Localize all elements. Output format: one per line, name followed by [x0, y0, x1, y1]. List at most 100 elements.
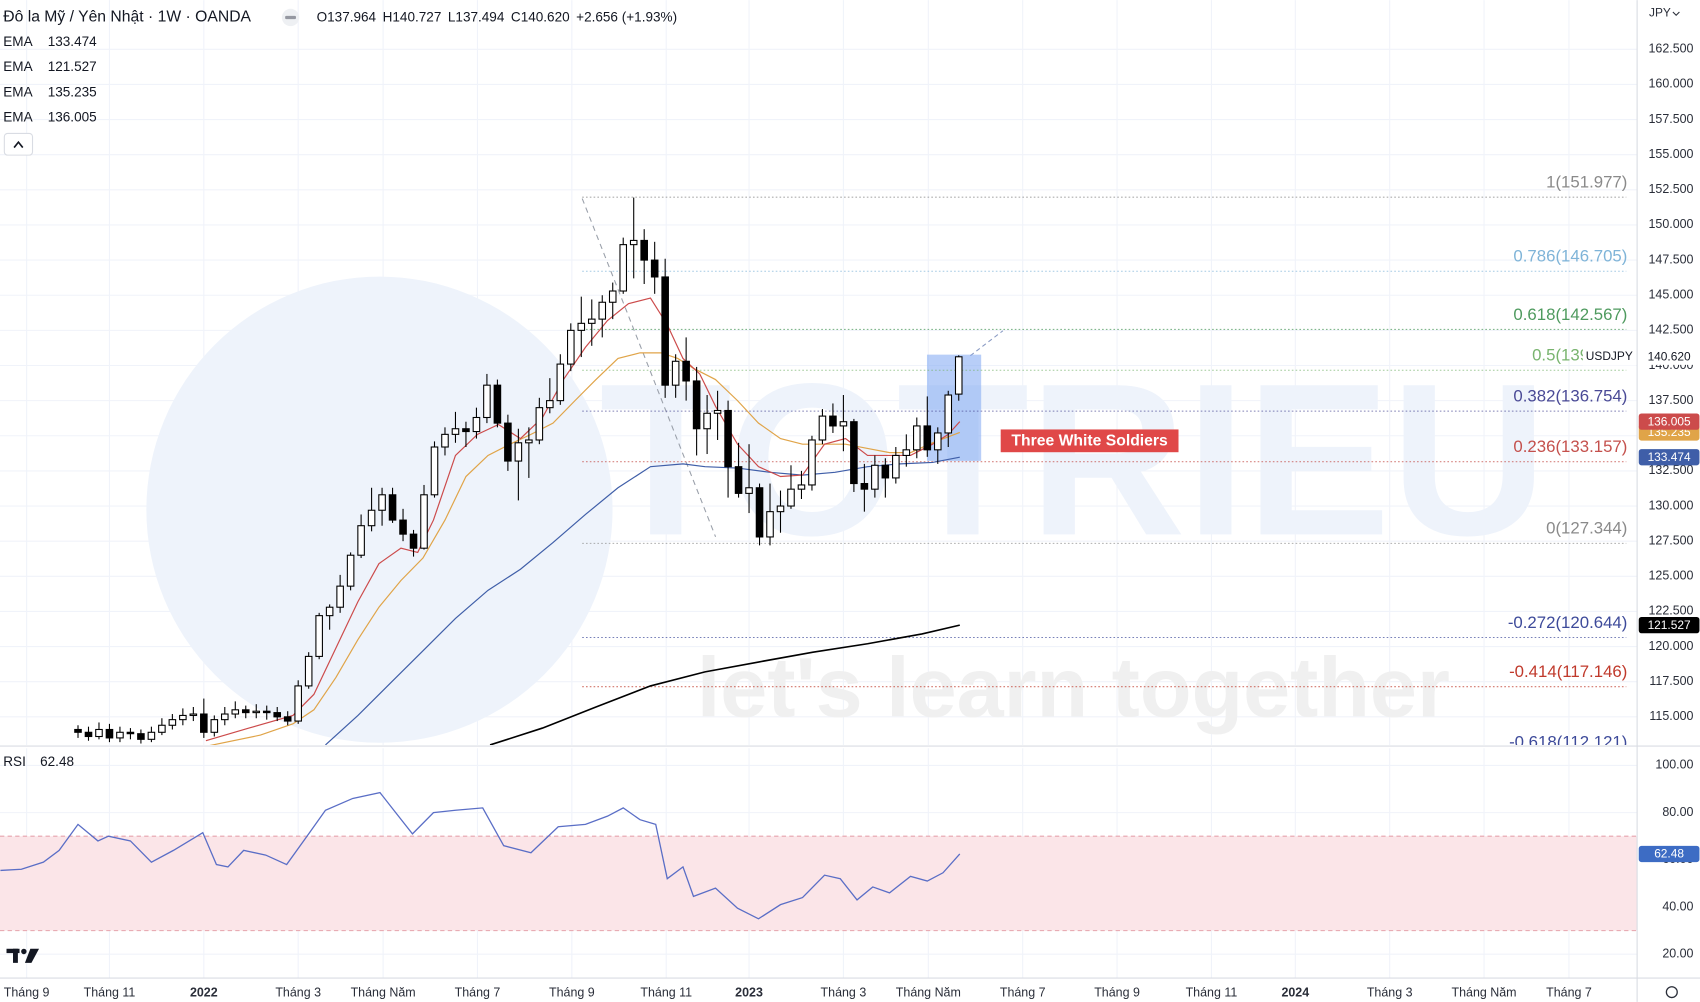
candle-body — [682, 360, 690, 382]
rsi-tick-label: 80.00 — [1662, 805, 1693, 819]
candle-body — [587, 318, 596, 324]
x-tick-label: Tháng 11 — [640, 986, 692, 1000]
candle-body — [514, 442, 523, 462]
candle-body — [493, 384, 502, 424]
candle-body — [294, 685, 302, 722]
rsi-band — [0, 836, 1638, 931]
x-tick-label: Tháng 7 — [1546, 986, 1592, 1000]
candle-body — [221, 713, 229, 721]
settings-icon[interactable] — [1665, 986, 1678, 999]
candle-body — [829, 415, 837, 427]
y-tick-label: 125.000 — [1648, 569, 1693, 583]
ema-line — [489, 624, 960, 745]
price-tag — [1638, 616, 1700, 634]
ohlc-value: 140.620 — [521, 9, 570, 24]
price-tag-label: 140.620 — [1648, 349, 1691, 363]
candle-body — [766, 511, 774, 538]
currency-menu-caret — [1672, 11, 1680, 17]
candle-body — [189, 713, 198, 716]
legend-name: EMA — [3, 110, 33, 125]
candle-body — [839, 421, 848, 427]
candle-body — [567, 329, 575, 365]
candle-body — [692, 380, 701, 430]
candle-body — [923, 425, 932, 451]
x-tick-label: Tháng Năm — [896, 986, 961, 1000]
y-tick-label: 147.500 — [1648, 252, 1693, 266]
candle-body — [703, 412, 711, 430]
ohlc-value: 137.964 — [327, 9, 376, 24]
candle-body — [902, 449, 911, 456]
annotation-text: Three White Soldiers — [1011, 433, 1168, 450]
y-tick-label: 137.500 — [1648, 393, 1693, 407]
y-tick-label: 162.500 — [1648, 42, 1693, 56]
y-tick-label: 150.000 — [1648, 217, 1693, 231]
price-tag — [1638, 413, 1700, 430]
candle-body — [74, 728, 82, 733]
candle-body — [535, 407, 544, 441]
ohlc-key: O — [317, 9, 328, 24]
rsi-line — [0, 791, 961, 920]
x-tick-label: Tháng 11 — [1186, 986, 1238, 1000]
fib-level-label: 0.382(136.754) — [1513, 386, 1627, 405]
candle-body — [671, 360, 680, 386]
y-tick-label: 145.000 — [1648, 288, 1693, 302]
rsi-band-layer — [0, 835, 1638, 932]
x-tick-label: Tháng Năm — [1451, 986, 1516, 1000]
candle-body — [462, 428, 470, 433]
fib-level-label: 0.786(146.705) — [1513, 247, 1627, 266]
rsi-tick-label: 40.00 — [1662, 899, 1693, 913]
y-tick-label: 120.000 — [1648, 639, 1693, 653]
y-tick-label: 115.000 — [1649, 709, 1693, 723]
tradingview-logo[interactable] — [6, 948, 40, 963]
candle-body — [147, 731, 156, 740]
price-tag-label: 133.474 — [1648, 450, 1691, 464]
candle-body — [420, 494, 428, 549]
rsi-tick-label: 100.00 — [1655, 758, 1693, 772]
candle-body — [556, 363, 565, 402]
x-tick-label: Tháng 9 — [1094, 986, 1140, 1000]
candle-body — [546, 400, 554, 409]
candle-body — [818, 415, 827, 441]
candle-body — [640, 239, 648, 261]
candle-body — [137, 733, 145, 740]
candle-body — [378, 494, 386, 511]
x-tick-label: Tháng 9 — [4, 986, 50, 1000]
candle-body — [483, 384, 491, 419]
y-tick-label: 160.000 — [1648, 77, 1693, 91]
collapse-button[interactable] — [3, 132, 34, 156]
x-tick-label: 2022 — [190, 986, 218, 1000]
candle-body — [346, 554, 355, 587]
fib-level-label: -0.272(120.644) — [1508, 613, 1628, 632]
legend: EMA 133.474 EMA 121.527 EMA 135.235 EMA 136.005 — [3, 34, 97, 125]
candle-body — [860, 483, 869, 490]
candle-body — [881, 464, 890, 479]
currency-menu[interactable]: JPY — [1649, 5, 1671, 19]
candle-body — [661, 276, 669, 386]
candle-body — [325, 606, 334, 617]
ohlc-key: H — [383, 9, 393, 24]
candle-body — [283, 716, 292, 722]
price-tag-label: 121.527 — [1648, 618, 1691, 632]
candle-body — [430, 446, 439, 496]
logo-part — [21, 948, 27, 955]
candle-body — [787, 488, 795, 507]
legend-name: EMA — [3, 34, 33, 49]
candle-body — [577, 322, 586, 331]
x-tick-label: Tháng 7 — [1000, 986, 1046, 1000]
candle-body — [252, 710, 261, 714]
candle-body — [755, 487, 764, 538]
candle-body — [913, 425, 921, 451]
legend-value: 121.527 — [48, 59, 97, 74]
candle-body — [629, 239, 638, 246]
watermark-text: TOTRIEU — [600, 338, 1548, 580]
symbol-title[interactable]: Đô la Mỹ / Yên Nhật · 1W · OANDA — [3, 9, 251, 26]
ohlc-value: 137.494 — [455, 9, 504, 24]
price-tag — [1638, 348, 1700, 365]
fib-level-label: -0.618(112.121) — [1509, 733, 1627, 752]
candle-body — [116, 731, 124, 739]
candle-body — [126, 731, 135, 735]
candle-body — [713, 409, 722, 414]
candle-body — [231, 709, 240, 715]
candle-body — [409, 533, 418, 549]
